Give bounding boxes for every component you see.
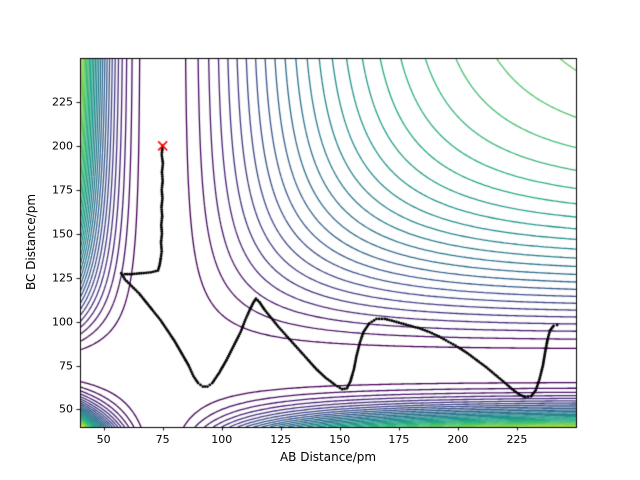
- x-tick-label: 125: [270, 433, 292, 446]
- x-tick-label: 150: [329, 433, 351, 446]
- y-tick-label: 225: [52, 95, 73, 109]
- x-tick-label: 200: [447, 433, 469, 446]
- x-tick-label: 50: [96, 433, 111, 446]
- y-tick-label: 50: [59, 402, 73, 416]
- x-tick-label: 175: [388, 433, 410, 446]
- x-tick-label: 225: [506, 433, 528, 446]
- x-tick-label: 75: [155, 433, 170, 446]
- y-tick-label: 75: [59, 359, 73, 372]
- y-tick-label: 100: [52, 315, 73, 329]
- x-axis-label: AB Distance/pm: [279, 450, 377, 464]
- y-tick-label: 200: [52, 139, 73, 153]
- x-tick-label: 100: [211, 433, 233, 446]
- y-tick-label: 150: [52, 227, 73, 241]
- y-tick-label: 175: [52, 183, 73, 197]
- y-tick-label: 125: [52, 271, 73, 285]
- y-axis-label: BC Distance/pm: [24, 193, 38, 291]
